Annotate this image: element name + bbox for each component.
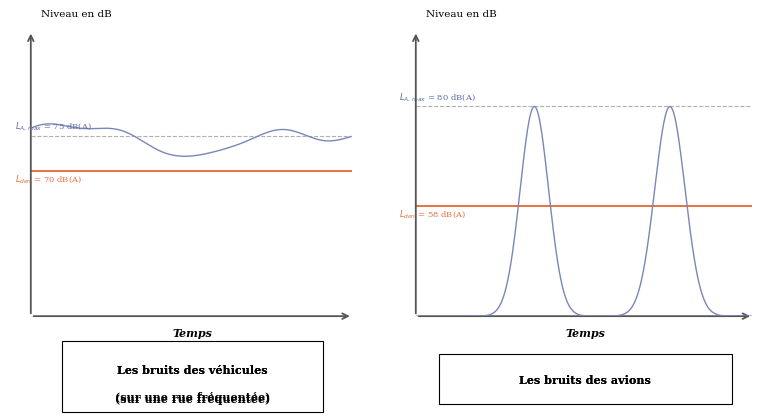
Text: Niveau en dB: Niveau en dB — [41, 10, 111, 19]
Text: $L_{A,\,max}$ = 75 dB(A): $L_{A,\,max}$ = 75 dB(A) — [15, 121, 92, 133]
Text: $L_{A,\,max}$ = 80 dB(A): $L_{A,\,max}$ = 80 dB(A) — [399, 92, 476, 104]
Text: Temps: Temps — [172, 327, 213, 339]
Text: Les bruits des avions: Les bruits des avions — [519, 375, 651, 386]
Text: Les bruits des véhicules: Les bruits des véhicules — [117, 365, 268, 376]
Text: Temps: Temps — [565, 327, 605, 339]
Text: Les bruits des véhicules: Les bruits des véhicules — [117, 365, 268, 376]
Text: $L_{den}$ = 58 dB(A): $L_{den}$ = 58 dB(A) — [399, 208, 466, 220]
Text: Les bruits des avions: Les bruits des avions — [519, 375, 651, 386]
Text: $L_{den}$ = 70 dB(A): $L_{den}$ = 70 dB(A) — [15, 173, 82, 186]
Text: (sur une rue fréquentée): (sur une rue fréquentée) — [115, 394, 270, 405]
Text: Niveau en dB: Niveau en dB — [426, 10, 497, 19]
Text: (sur une rue fréquentée): (sur une rue fréquentée) — [115, 392, 270, 403]
